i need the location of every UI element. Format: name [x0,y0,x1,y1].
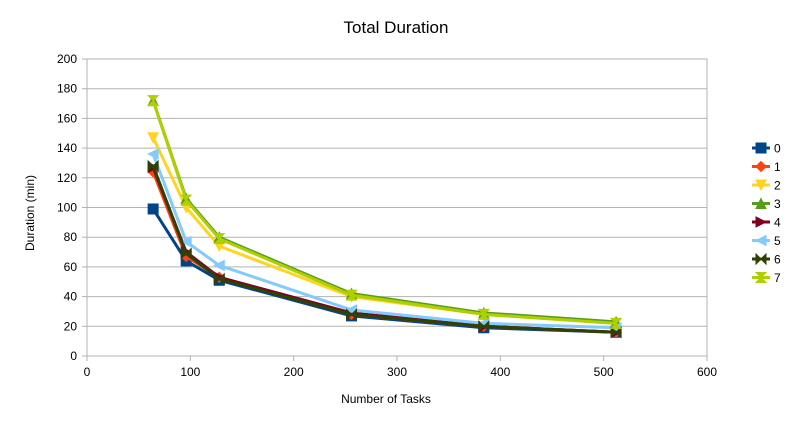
series-3 [147,94,622,328]
x-tick-label: 100 [180,365,200,379]
legend-item-0: 0 [752,142,781,156]
data-point [147,159,159,173]
y-tick-label: 120 [57,171,77,185]
series-line [151,165,617,334]
x-tick-label: 300 [387,365,407,379]
legend-marker [755,216,768,228]
y-tick-label: 180 [57,82,77,96]
x-tick-label: 600 [697,365,717,379]
legend-marker [755,252,767,266]
y-axis-label: Duration (min) [23,175,37,251]
gridlines [87,58,707,357]
chart-title: Total Duration [344,18,449,37]
legend-item-5: 5 [752,234,781,248]
legend-item-3: 3 [752,197,781,211]
legend-label: 7 [774,271,781,285]
series-7 [146,95,623,329]
series-1 [147,166,622,338]
series-lines [146,94,623,339]
legend-marker [755,142,767,154]
y-tick-label: 200 [57,52,77,66]
legend-item-1: 1 [752,160,781,174]
x-tick-label: 200 [284,365,304,379]
data-point [213,233,226,245]
legend-label: 3 [774,197,781,211]
series-line [151,153,617,330]
series-line [151,171,617,334]
data-point [147,148,159,160]
data-point [179,194,193,206]
legend-label: 6 [774,253,781,267]
series-line [151,100,617,324]
x-tick-label: 500 [594,365,614,379]
y-tick-label: 40 [64,290,78,304]
axes: 0 20 40 60 80 100 120 140 160 180 200 0 100 200 300 400… [57,52,717,379]
legend-label: 2 [774,179,781,193]
legend-label: 1 [774,160,781,174]
y-tick-label: 0 [70,349,77,363]
data-point [180,247,192,260]
data-point [346,308,358,321]
series-line [151,166,617,334]
legend-item-2: 2 [752,179,781,193]
series-line [151,137,617,325]
legend-item-6: 6 [752,253,781,267]
legend-item-4: 4 [752,216,781,230]
data-point [478,320,490,333]
data-point [147,203,159,215]
x-tick-label: 400 [490,365,510,379]
y-tick-label: 100 [57,201,77,215]
data-point [146,95,160,107]
legend-marker [755,197,767,209]
legend-marker [755,160,767,173]
legend-label: 4 [774,216,781,230]
y-tick-label: 80 [64,230,78,244]
x-tick-label: 0 [84,365,91,379]
legend: 0 1 2 3 4 5 6 7 [752,142,781,285]
legend-item-7: 7 [752,271,781,285]
y-tick-label: 140 [57,141,77,155]
data-point [213,259,225,272]
data-point [609,317,623,329]
series-line [151,100,617,325]
data-point [147,132,159,144]
legend-label: 0 [774,142,781,156]
y-tick-label: 20 [64,319,78,333]
data-point [610,326,622,339]
legend-label: 5 [774,234,781,248]
x-axis-label: Number of Tasks [341,392,431,406]
data-point [213,272,225,285]
data-point [345,289,358,301]
y-tick-label: 160 [57,111,77,125]
legend-marker [755,179,767,192]
data-point [180,235,192,248]
legend-marker [754,272,768,283]
series-6 [147,159,622,339]
data-point [477,308,491,320]
legend-marker [754,234,767,247]
y-tick-label: 60 [64,260,78,274]
